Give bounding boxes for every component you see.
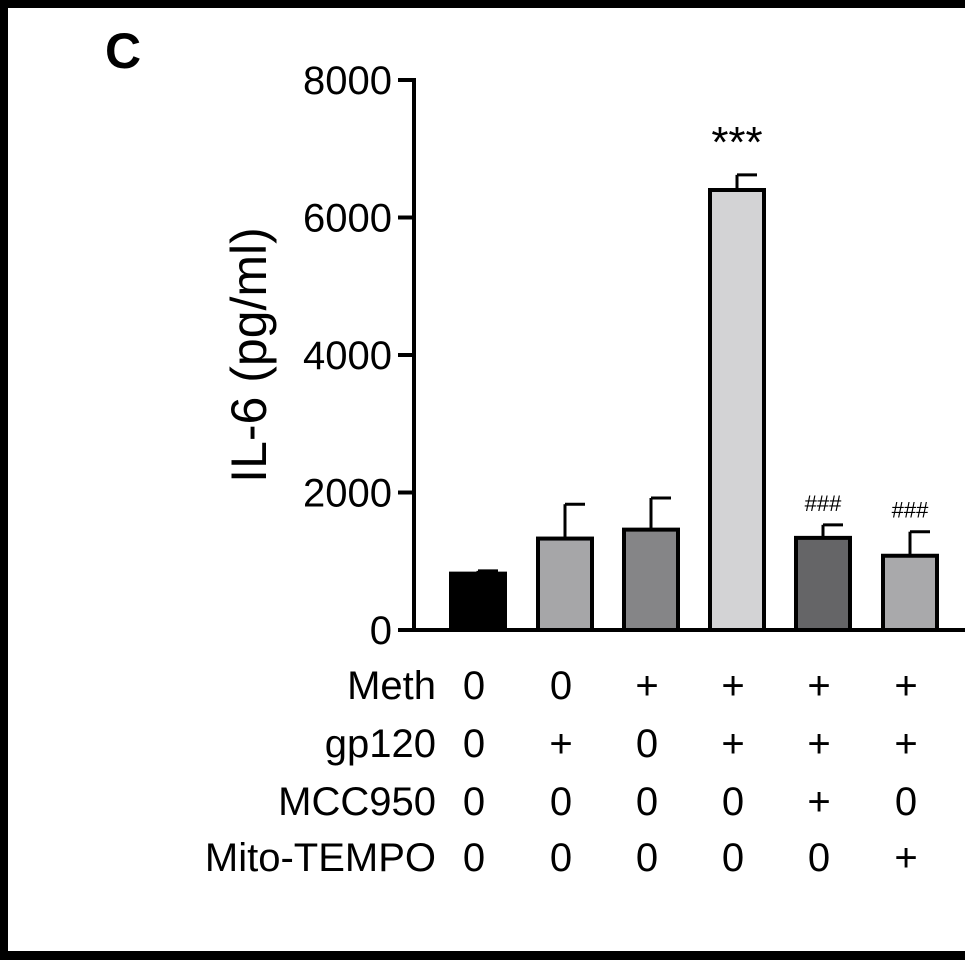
treatment-cell: +: [894, 836, 917, 880]
bar: [794, 535, 852, 632]
treatment-cell: 0: [808, 836, 830, 880]
treatment-cell: +: [807, 664, 830, 708]
bar: [622, 527, 680, 632]
panel-label: C: [105, 23, 141, 79]
treatment-cell: 0: [636, 836, 658, 880]
bars-group: *** ### ###: [449, 118, 939, 632]
treatment-cell: 0: [463, 664, 485, 708]
bar: [708, 188, 766, 632]
significance-label: ***: [711, 118, 762, 167]
treatment-cell: 0: [463, 780, 485, 824]
treatment-cell: 0: [636, 722, 658, 766]
treatment-cell: 0: [550, 664, 572, 708]
y-axis: 0 2000 4000 6000 8000: [303, 59, 965, 653]
y-tick-label: 0: [370, 609, 392, 653]
treatment-table: Meth 0 0 + + + + gp120 0 +0 + + + MCC950 0 0 0 0 +0 Mito-TE…: [205, 664, 918, 880]
figure-panel: C IL-6 (pg/ml) 0 2000 4000 6000 8000 *** ### #…: [8, 8, 965, 951]
y-tick-label: 6000: [303, 197, 392, 241]
treatment-name: gp120: [325, 722, 436, 766]
treatment-name: Mito-TEMPO: [205, 836, 436, 880]
treatment-cell: +: [894, 722, 917, 766]
y-axis-label: IL-6 (pg/ml): [221, 227, 277, 483]
y-tick-label: 4000: [303, 334, 392, 378]
treatment-cell: +: [894, 664, 917, 708]
treatment-cell: 0: [636, 780, 658, 824]
treatment-name: Meth: [347, 664, 436, 708]
treatment-cell: +: [549, 722, 572, 766]
bar: [536, 536, 594, 632]
treatment-cell: 0: [550, 836, 572, 880]
y-tick-label: 2000: [303, 472, 392, 516]
treatment-cell: +: [807, 780, 830, 824]
significance-label: ###: [892, 498, 929, 523]
treatment-cell: 0: [463, 836, 485, 880]
treatment-name: MCC950: [278, 780, 436, 824]
treatment-cell: 0: [722, 780, 744, 824]
bar: [449, 571, 507, 632]
treatment-cell: +: [807, 722, 830, 766]
treatment-cell: 0: [895, 780, 917, 824]
bar: [881, 553, 939, 632]
treatment-cell: +: [721, 664, 744, 708]
treatment-cell: +: [721, 722, 744, 766]
treatment-cell: 0: [722, 836, 744, 880]
treatment-cell: 0: [463, 722, 485, 766]
treatment-cell: +: [635, 664, 658, 708]
significance-label: ###: [805, 491, 842, 516]
y-tick-label: 8000: [303, 59, 392, 103]
treatment-cell: 0: [550, 780, 572, 824]
il6-bar-chart: C IL-6 (pg/ml) 0 2000 4000 6000 8000 *** ### #…: [105, 23, 965, 880]
